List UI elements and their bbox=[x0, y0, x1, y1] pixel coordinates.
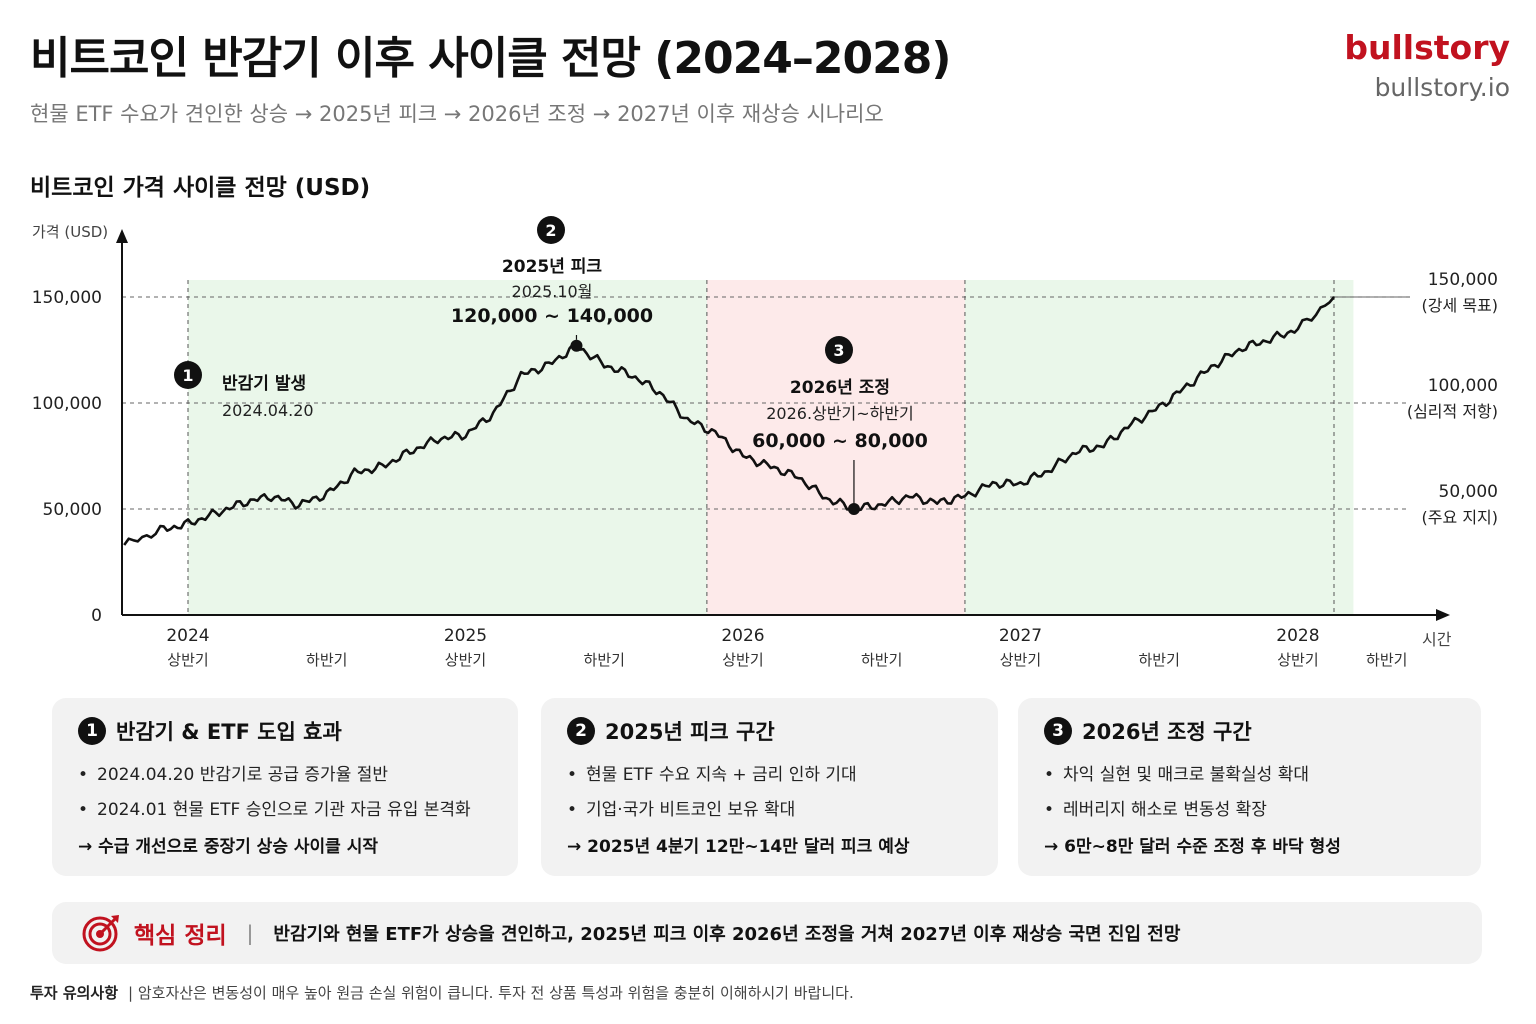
right-level-value: 150,000 bbox=[1428, 270, 1498, 290]
x-tick-year: 2024 bbox=[166, 626, 209, 646]
right-level-value: 100,000 bbox=[1428, 376, 1498, 396]
card-conclusion: → 6만~8만 달러 수준 조정 후 바닥 형성 bbox=[1044, 837, 1341, 857]
y-axis-label: 가격 (USD) bbox=[32, 223, 108, 241]
annotation-range: 120,000 ~ 140,000 bbox=[451, 305, 653, 327]
brand-logo: bullstory bbox=[1344, 28, 1510, 67]
annotation-date: 2026.상반기~하반기 bbox=[766, 404, 914, 423]
right-level-note: (심리적 저항) bbox=[1407, 402, 1498, 421]
right-level-value: 50,000 bbox=[1439, 482, 1498, 502]
card-bullet: 레버리지 해소로 변동성 확장 bbox=[1044, 795, 1455, 820]
zone-red-1 bbox=[706, 280, 965, 615]
brand: bullstory bullstory.io bbox=[1344, 28, 1510, 102]
peak-point bbox=[570, 339, 583, 352]
card-number-badge: 3 bbox=[1044, 717, 1072, 745]
y-tick-label: 50,000 bbox=[43, 500, 102, 520]
page-subtitle: 현물 ETF 수요가 견인한 상승 → 2025년 피크 → 2026년 조정 … bbox=[30, 102, 884, 126]
x-axis-label: 시간 bbox=[1422, 630, 1452, 649]
x-tick-half: 하반기 bbox=[306, 651, 347, 669]
price-line bbox=[123, 296, 1335, 546]
card-conclusion: → 수급 개선으로 중장기 상승 사이클 시작 bbox=[78, 837, 378, 857]
y-tick-label: 150,000 bbox=[32, 288, 102, 308]
y-axis-arrow bbox=[116, 229, 128, 243]
x-tick-half: 하반기 bbox=[584, 651, 625, 669]
card-number-badge: 1 bbox=[78, 717, 106, 745]
chart-title: 비트코인 가격 사이클 전망 (USD) bbox=[30, 175, 371, 201]
disclaimer-label: 투자 유의사항 bbox=[30, 984, 119, 1002]
x-tick-year: 2028 bbox=[1276, 626, 1319, 646]
annotation-title: 2026년 조정 bbox=[790, 378, 890, 398]
summary-text: 반감기와 현물 ETF가 상승을 견인하고, 2025년 피크 이후 2026년… bbox=[273, 924, 1181, 945]
annotation-badge-number: 3 bbox=[833, 341, 844, 360]
y-tick-label: 0 bbox=[91, 606, 102, 626]
x-tick-half: 상반기 bbox=[167, 651, 208, 669]
annotation-date: 2025.10월 bbox=[512, 282, 593, 301]
annotation-date: 2024.04.20 bbox=[222, 401, 314, 420]
page-title: 비트코인 반감기 이후 사이클 전망 (2024–2028) bbox=[30, 33, 951, 84]
summary-label: 핵심 정리 bbox=[134, 923, 227, 949]
card-bullet: 현물 ETF 수요 지속 + 금리 인하 기대 bbox=[567, 760, 972, 785]
card-number-badge: 2 bbox=[567, 717, 595, 745]
bottom-point bbox=[847, 503, 860, 515]
card-bullet: 기업·국가 비트코인 보유 확대 bbox=[567, 795, 972, 820]
card-bullet: 2024.01 현물 ETF 승인으로 기관 자금 유입 본격화 bbox=[78, 795, 492, 820]
card-title: 2025년 피크 구간 bbox=[605, 720, 775, 744]
card-halving-etf: 1 반감기 & ETF 도입 효과 2024.04.20 반감기로 공급 증가율 … bbox=[52, 698, 518, 876]
x-tick-half: 하반기 bbox=[1138, 651, 1179, 669]
disclaimer-text: | 암호자산은 변동성이 매우 높아 원금 손실 위험이 큽니다. 투자 전 상… bbox=[128, 984, 854, 1002]
summary-divider: | bbox=[246, 921, 254, 945]
key-summary: 핵심 정리 | 반감기와 현물 ETF가 상승을 견인하고, 2025년 피크 … bbox=[52, 902, 1482, 964]
right-level-note: (강세 목표) bbox=[1422, 296, 1498, 315]
x-tick-year: 2026 bbox=[721, 626, 764, 646]
card-title: 2026년 조정 구간 bbox=[1082, 720, 1252, 744]
annotation-badge bbox=[174, 361, 202, 389]
x-tick-half: 하반기 bbox=[861, 651, 902, 669]
annotation-badge bbox=[537, 216, 565, 244]
card-2026-correction: 3 2026년 조정 구간 차익 실현 및 매크로 불확실성 확대 레버리지 해소… bbox=[1018, 698, 1481, 876]
annotation-badge bbox=[825, 336, 853, 364]
x-tick-half: 상반기 bbox=[1277, 651, 1318, 669]
x-tick-year: 2027 bbox=[999, 626, 1042, 646]
x-tick-half: 하반기 bbox=[1366, 651, 1407, 669]
x-tick-year: 2025 bbox=[444, 626, 487, 646]
card-bullet: 2024.04.20 반감기로 공급 증가율 절반 bbox=[78, 760, 492, 785]
annotation-title: 2025년 피크 bbox=[502, 257, 603, 277]
card-conclusion: → 2025년 4분기 12만~14만 달러 피크 예상 bbox=[567, 837, 910, 857]
zone-green-2 bbox=[964, 280, 1354, 615]
x-tick-half: 상반기 bbox=[722, 651, 763, 669]
x-tick-half: 상반기 bbox=[1000, 651, 1041, 669]
annotation-range: 60,000 ~ 80,000 bbox=[752, 430, 928, 452]
zone-green-0 bbox=[188, 280, 707, 615]
target-icon bbox=[82, 915, 119, 952]
card-title: 반감기 & ETF 도입 효과 bbox=[116, 720, 342, 744]
card-bullet: 차익 실현 및 매크로 불확실성 확대 bbox=[1044, 760, 1455, 785]
brand-url: bullstory.io bbox=[1374, 73, 1510, 102]
annotation-badge-number: 2 bbox=[545, 221, 556, 240]
card-2025-peak: 2 2025년 피크 구간 현물 ETF 수요 지속 + 금리 인하 기대 기업·… bbox=[541, 698, 998, 876]
annotation-title: 반감기 발생 bbox=[222, 374, 306, 394]
x-tick-half: 상반기 bbox=[445, 651, 486, 669]
right-level-note: (주요 지지) bbox=[1422, 508, 1498, 527]
disclaimer: 투자 유의사항 | 암호자산은 변동성이 매우 높아 원금 손실 위험이 큽니다.… bbox=[30, 982, 854, 1003]
y-tick-label: 100,000 bbox=[32, 394, 102, 414]
annotation-badge-number: 1 bbox=[182, 366, 193, 385]
x-axis-arrow bbox=[1436, 609, 1450, 621]
